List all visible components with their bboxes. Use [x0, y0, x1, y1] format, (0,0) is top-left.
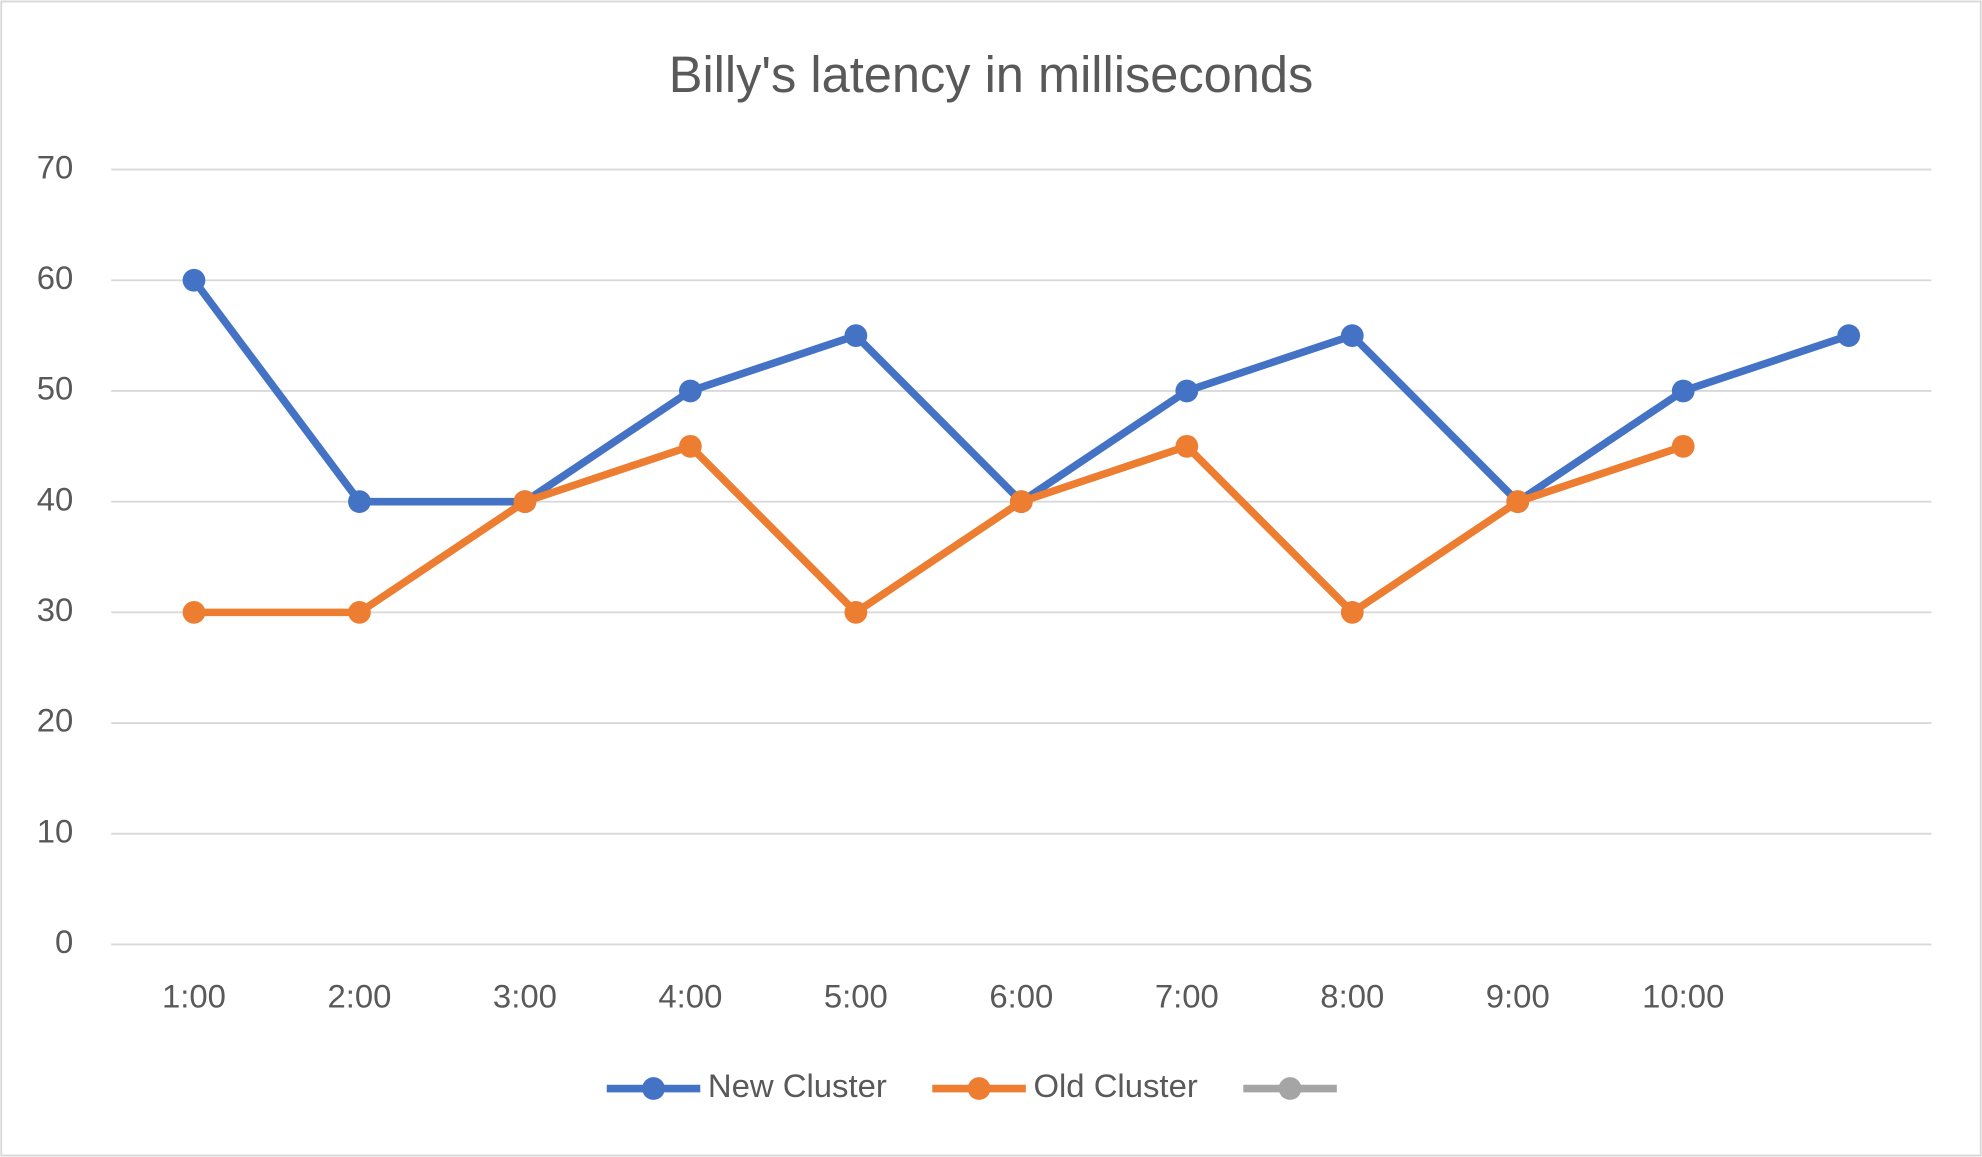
data-point: [348, 600, 371, 624]
x-tick-label: 4:00: [658, 977, 722, 1014]
data-point: [679, 379, 702, 403]
data-point: [844, 600, 868, 624]
legend-marker: [642, 1077, 665, 1100]
data-point: [1671, 434, 1695, 458]
data-point: [348, 490, 371, 514]
x-tick-label: 10:00: [1642, 977, 1724, 1014]
data-point: [1340, 600, 1364, 624]
y-tick-label: 20: [37, 702, 74, 739]
y-tick-label: 40: [37, 480, 74, 517]
data-point: [1837, 324, 1861, 348]
data-point: [513, 490, 537, 514]
legend-label: Old Cluster: [1033, 1067, 1197, 1104]
data-point: [1340, 324, 1364, 348]
x-tick-label: 8:00: [1320, 977, 1384, 1014]
data-point: [1175, 434, 1199, 458]
legend-label: New Cluster: [708, 1067, 887, 1104]
series-line: [193, 442, 1685, 617]
legend-marker: [967, 1077, 991, 1100]
data-point: [1009, 490, 1033, 514]
x-tick-label: 1:00: [162, 977, 226, 1014]
y-tick-label: 0: [55, 923, 73, 960]
data-point: [679, 434, 702, 458]
chart-title: Billy's latency in milliseconds: [669, 46, 1314, 103]
data-point: [182, 268, 206, 292]
x-tick-label: 7:00: [1155, 977, 1219, 1014]
y-tick-label: 60: [37, 259, 74, 296]
x-tick-label: 2:00: [327, 977, 391, 1014]
data-point: [1506, 490, 1530, 514]
y-tick-label: 50: [37, 370, 74, 407]
x-tick-label: 3:00: [493, 977, 557, 1014]
y-tick-label: 70: [37, 148, 74, 185]
data-point: [1671, 379, 1695, 403]
data-point: [1175, 379, 1199, 403]
legend-marker: [1278, 1077, 1302, 1100]
data-point: [844, 324, 868, 348]
y-tick-label: 30: [37, 591, 74, 628]
x-tick-label: 6:00: [989, 977, 1053, 1014]
data-point: [182, 600, 206, 624]
y-tick-label: 10: [37, 812, 74, 849]
x-tick-label: 5:00: [824, 977, 888, 1014]
x-tick-label: 9:00: [1486, 977, 1550, 1014]
